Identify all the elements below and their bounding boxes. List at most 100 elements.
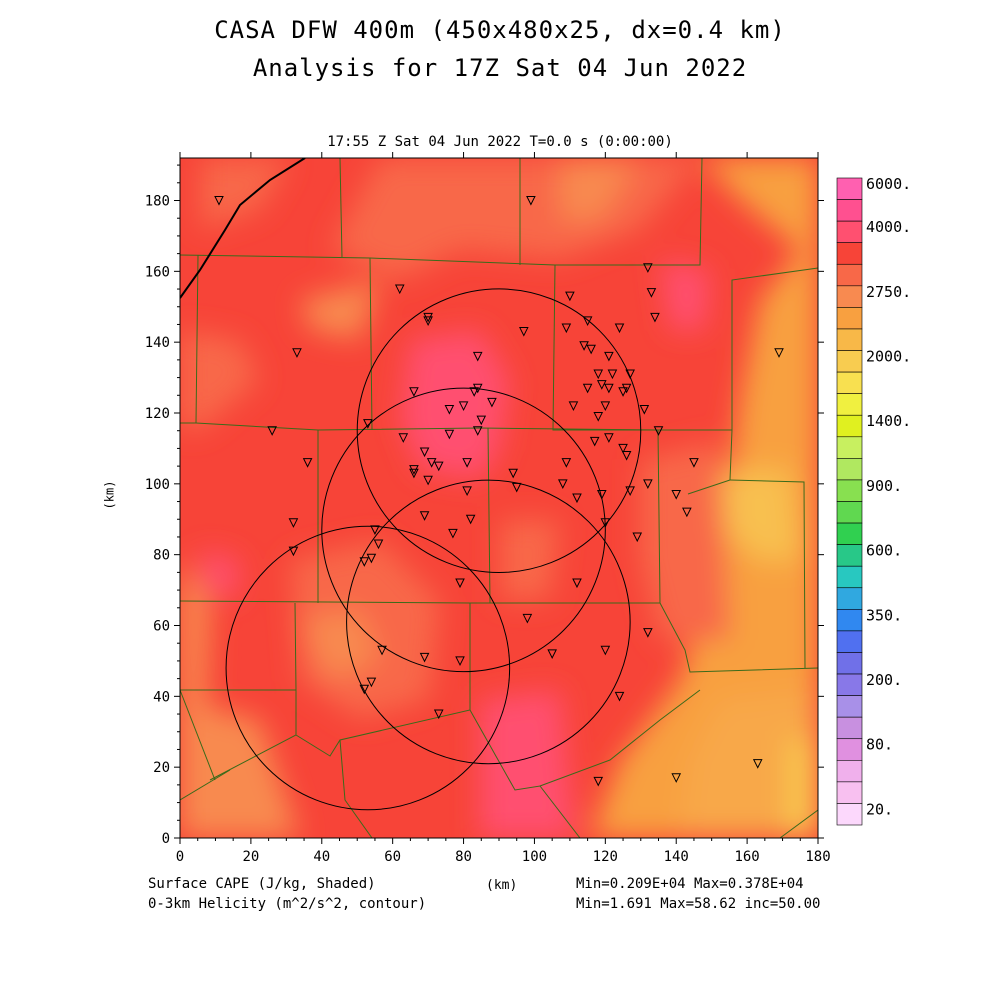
station-marker	[419, 511, 430, 521]
colorbar-swatch	[836, 803, 863, 826]
station-marker	[526, 196, 536, 206]
colorbar-swatch	[836, 501, 863, 524]
station-marker	[462, 458, 472, 468]
footer-helicity-minmax: Min=1.691 Max=58.62 inc=50.00	[576, 896, 821, 912]
y-tick-label: 20	[153, 760, 170, 776]
colorbar-swatch	[836, 458, 863, 481]
colorbar-label: 2750.	[866, 283, 911, 301]
radar-ring	[356, 288, 642, 573]
station-marker	[682, 507, 692, 518]
cape-shaded-field	[180, 158, 818, 838]
footer-cape-minmax: Min=0.209E+04 Max=0.378E+04	[576, 876, 804, 892]
station-marker	[419, 652, 430, 663]
colorbar-swatch	[836, 199, 863, 222]
station-marker	[465, 514, 476, 525]
station-marker	[589, 436, 600, 447]
colorbar-swatch	[836, 307, 863, 330]
station-marker	[579, 341, 589, 351]
station-marker	[433, 709, 444, 720]
station-marker	[643, 628, 653, 638]
station-marker	[508, 468, 518, 479]
station-marker	[377, 645, 387, 656]
x-axis-label: (km)	[486, 878, 518, 893]
colorbar-label: 200.	[866, 671, 902, 689]
station-marker	[373, 539, 384, 550]
station-marker	[774, 348, 784, 358]
station-marker	[618, 387, 628, 397]
y-tick-label: 160	[145, 264, 170, 280]
station-marker	[547, 649, 557, 659]
colorbar-swatch	[836, 263, 863, 287]
station-marker	[593, 369, 604, 380]
footer-helicity-label: 0-3km Helicity (m^2/s^2, contour)	[148, 896, 427, 912]
colorbar-swatch	[836, 285, 863, 308]
station-marker	[582, 383, 593, 394]
x-tick-label: 120	[593, 849, 618, 865]
chart-subtitle-analysis: Analysis for 17Z Sat 04 Jun 2022	[252, 54, 748, 82]
station-marker	[582, 316, 593, 327]
colorbar-swatch	[836, 220, 863, 243]
station-marker	[288, 546, 299, 557]
station-marker	[444, 404, 455, 415]
colorbar-label: 4000.	[866, 218, 911, 236]
colorbar-swatch	[836, 544, 863, 567]
station-marker	[614, 691, 625, 702]
station-marker	[302, 458, 313, 468]
station-marker	[586, 344, 596, 355]
county-boundaries	[180, 158, 818, 838]
colorbar-swatch	[836, 673, 863, 696]
station-marker	[423, 316, 433, 327]
colorbar-swatch	[836, 436, 863, 459]
x-tick-label: 180	[805, 849, 830, 865]
station-marker	[426, 458, 437, 468]
station-marker	[366, 677, 377, 688]
station-marker	[643, 263, 653, 273]
station-marker	[600, 645, 611, 656]
y-tick-label: 0	[162, 831, 170, 847]
station-marker	[604, 383, 614, 394]
station-marker	[614, 323, 625, 334]
station-marker	[621, 383, 632, 394]
station-marker	[472, 426, 483, 436]
colorbar-swatch	[836, 630, 863, 653]
x-axis: 0 20 40 60 80 100 120 140 160 180	[176, 152, 831, 865]
station-marker	[472, 351, 483, 362]
colorbar-swatch	[836, 350, 863, 373]
station-marker	[671, 489, 682, 500]
y-tick-label: 120	[145, 406, 170, 422]
radar-ring	[225, 525, 511, 811]
station-marker	[370, 525, 380, 535]
colorbar-swatch	[836, 414, 863, 438]
colorbar-swatch	[836, 759, 863, 783]
station-marker	[561, 323, 572, 334]
station-marker	[419, 447, 430, 458]
station-marker	[561, 458, 572, 468]
colorbar-swatch	[836, 479, 863, 502]
y-axis-label: (km)	[102, 480, 117, 510]
colorbar-swatch	[836, 652, 863, 675]
station-marker	[444, 429, 455, 440]
station-marker	[565, 291, 575, 302]
x-tick-label: 40	[313, 849, 330, 865]
station-marker	[593, 412, 604, 422]
station-marker	[604, 433, 614, 443]
station-marker	[625, 486, 635, 497]
station-marker	[596, 489, 607, 500]
station-marker	[596, 380, 607, 390]
station-marker	[476, 415, 487, 426]
colorbar-swatch	[836, 565, 863, 589]
x-tick-label: 140	[664, 849, 689, 865]
station-marker	[593, 776, 604, 787]
x-tick-label: 60	[384, 849, 401, 865]
station-marker	[600, 401, 611, 412]
station-marker	[671, 773, 682, 783]
station-marker	[409, 387, 419, 397]
station-marker	[366, 553, 377, 564]
station-marker	[288, 518, 299, 528]
station-marker	[643, 479, 653, 489]
station-marker	[398, 433, 409, 443]
station-marker	[568, 401, 579, 412]
station-marker	[359, 557, 370, 567]
station-marker	[646, 288, 657, 298]
